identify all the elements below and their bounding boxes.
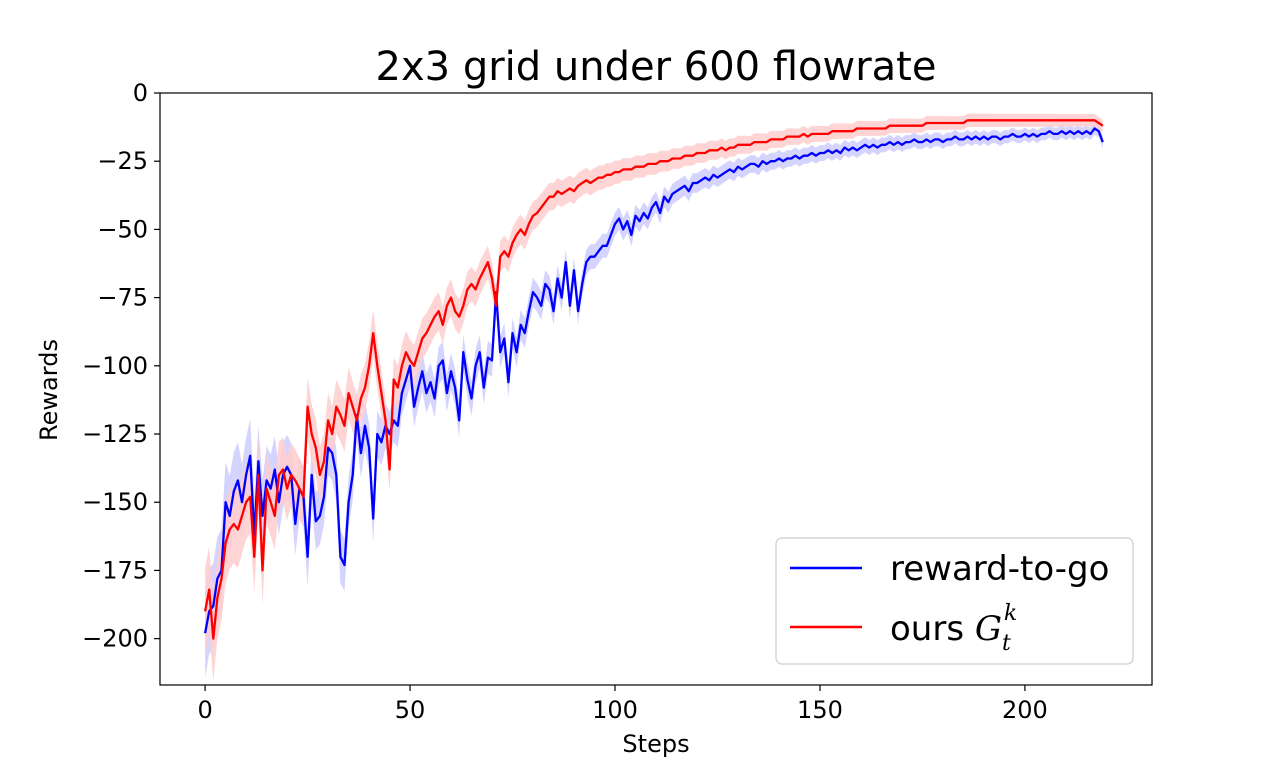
legend: reward-to-go ours Gtk	[775, 537, 1134, 665]
legend-label-ours-sup: k	[1004, 601, 1017, 626]
y-tick-label: −75	[97, 284, 148, 312]
legend-label-ours: ours Gtk	[890, 601, 1017, 656]
y-tick-label: −200	[82, 625, 148, 653]
x-tick-label: 100	[592, 696, 638, 724]
x-tick-label: 150	[797, 696, 843, 724]
x-tick-label: 200	[1002, 696, 1048, 724]
y-tick-label: −125	[82, 420, 148, 448]
line-reward-to-go	[203, 127, 1104, 634]
y-tick-label: −25	[97, 147, 148, 175]
legend-box	[775, 537, 1134, 665]
x-axis-label: Steps	[622, 730, 689, 758]
y-tick-label: −100	[82, 352, 148, 380]
y-tick-label: 0	[133, 79, 148, 107]
legend-label-reward-to-go: reward-to-go	[890, 549, 1109, 589]
y-axis-ticks: 0 −25 −50 −75 −100 −125 −150 −175 −200	[82, 79, 160, 653]
x-axis-ticks: 0 50 100 150 200	[197, 685, 1048, 724]
y-tick-label: −50	[97, 215, 148, 243]
legend-label-ours-sub: t	[1002, 631, 1011, 656]
x-tick-label: 0	[197, 696, 212, 724]
chart-title: 2x3 grid under 600 flowrate	[376, 44, 937, 90]
legend-label-ours-main: ours	[890, 609, 975, 649]
y-tick-label: −150	[82, 488, 148, 516]
y-tick-label: −175	[82, 556, 148, 584]
line-ours	[203, 119, 1104, 640]
x-tick-label: 50	[395, 696, 426, 724]
series-lines	[203, 119, 1104, 640]
plot-frame	[159, 92, 1153, 686]
y-axis-label: Rewards	[35, 339, 63, 441]
legend-label-ours-var: G	[975, 609, 1002, 649]
band-ours	[205, 113, 1103, 681]
confidence-bands	[205, 113, 1103, 681]
